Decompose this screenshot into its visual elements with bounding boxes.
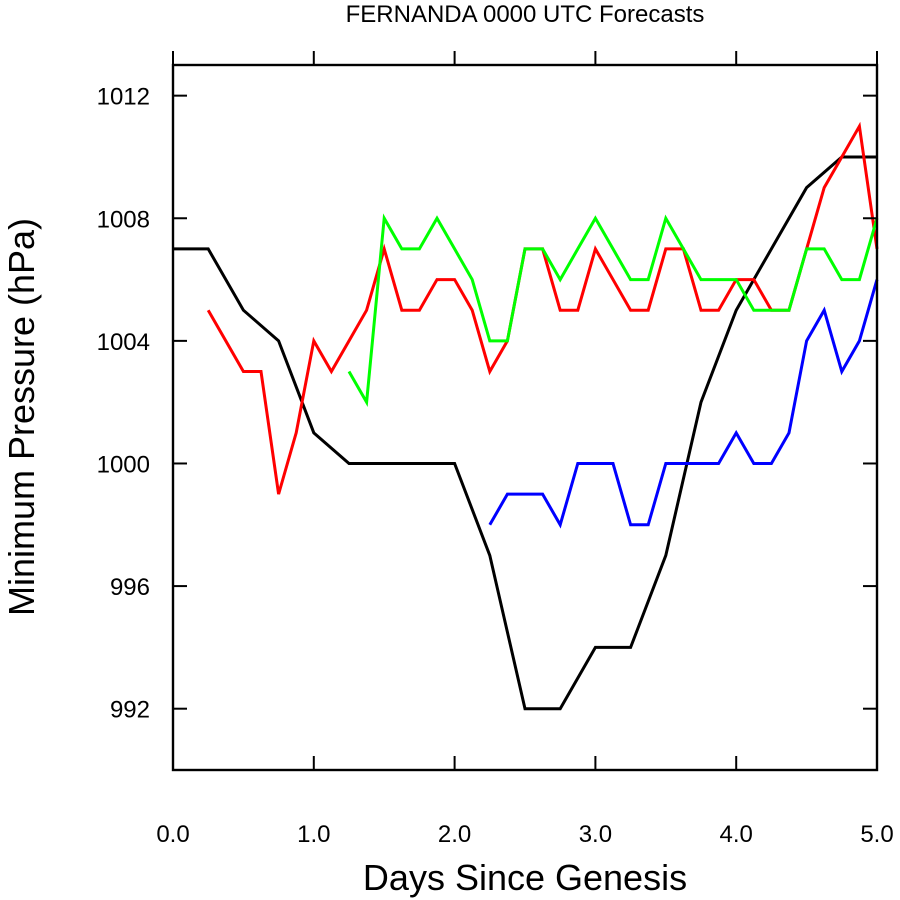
- series-line-0: [173, 155, 877, 711]
- y-tick-label-5: 1012: [97, 84, 150, 111]
- series-layer: [173, 121, 879, 711]
- x-tick-label-5: 5.0: [860, 821, 893, 848]
- series-line-3: [488, 279, 879, 529]
- y-tick-label-4: 1008: [97, 206, 150, 233]
- plot-frame: [171, 63, 879, 772]
- x-tick-label-2: 2.0: [438, 821, 471, 848]
- series-line-2: [347, 213, 879, 408]
- y-axis-label: Minimum Pressure (hPa): [1, 218, 42, 616]
- y-tick-label-0: 992: [110, 697, 150, 724]
- x-tick-label-4: 4.0: [720, 821, 753, 848]
- series-line-1: [206, 121, 879, 495]
- x-tick-label-3: 3.0: [579, 821, 612, 848]
- y-tick-label-2: 1000: [97, 451, 150, 478]
- y-tick-label-3: 1004: [97, 329, 150, 356]
- x-tick-label-0: 0.0: [156, 821, 189, 848]
- x-tick-label-1: 1.0: [297, 821, 330, 848]
- tick-layer: 0.0 1.0 2.0 3.0 4.0 5.0 992 996 1000 1004 1008 1012: [97, 51, 894, 848]
- x-axis-label: Days Since Genesis: [363, 857, 687, 898]
- y-tick-label-1: 996: [110, 574, 150, 601]
- chart-title: FERNANDA 0000 UTC Forecasts: [346, 1, 705, 28]
